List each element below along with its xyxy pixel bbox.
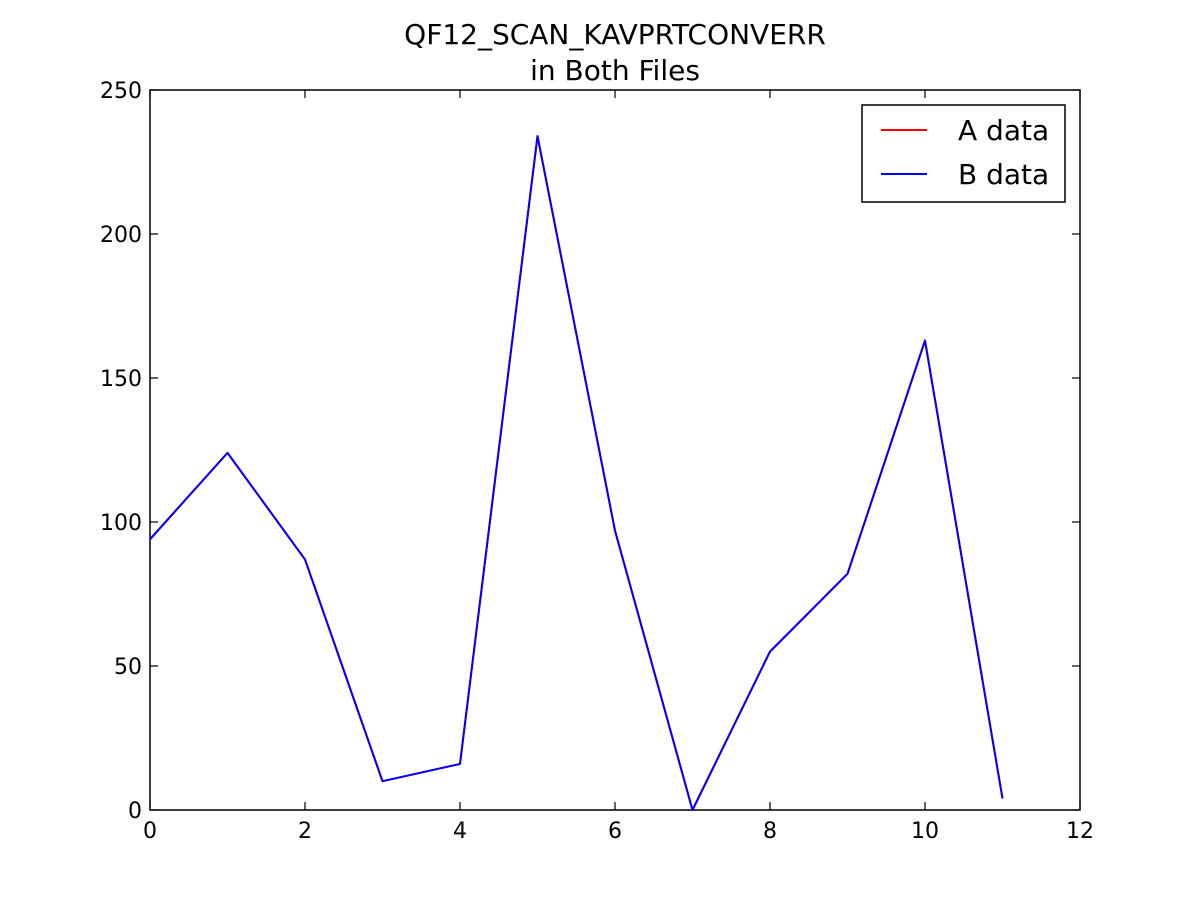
x-tick-label: 10 <box>911 819 939 844</box>
x-tick-label: 6 <box>608 819 622 844</box>
x-tick-label: 2 <box>298 819 312 844</box>
ticks-layer: 0 2 4 6 8 10 12 0 50 100 150 200 250 <box>100 79 1094 844</box>
y-tick-label: 100 <box>100 511 142 536</box>
axes-frame <box>149 89 1081 811</box>
y-tick-label: 150 <box>100 367 142 392</box>
chart-title: QF12_SCAN_KAVPRTCONVERR <box>404 18 826 51</box>
series-b <box>149 135 1004 811</box>
x-tick-label: 4 <box>453 819 467 844</box>
x-tick-label: 0 <box>143 819 157 844</box>
legend-box <box>861 104 1066 203</box>
plot-area: 0 2 4 6 8 10 12 0 50 100 150 200 250 <box>100 79 1094 844</box>
y-tick-label: 0 <box>128 799 142 824</box>
legend-label-a: A data <box>958 114 1049 147</box>
legend: A data B data <box>861 104 1066 203</box>
series-line <box>149 135 1004 811</box>
y-tick-label: 200 <box>100 223 142 248</box>
chart-subtitle: in Both Files <box>530 54 700 87</box>
x-tick-label: 8 <box>763 819 777 844</box>
series-layer <box>149 135 1004 811</box>
x-tick-label: 12 <box>1066 819 1094 844</box>
y-tick-label: 250 <box>100 79 142 104</box>
legend-label-b: B data <box>958 158 1049 191</box>
y-tick-label: 50 <box>114 655 142 680</box>
